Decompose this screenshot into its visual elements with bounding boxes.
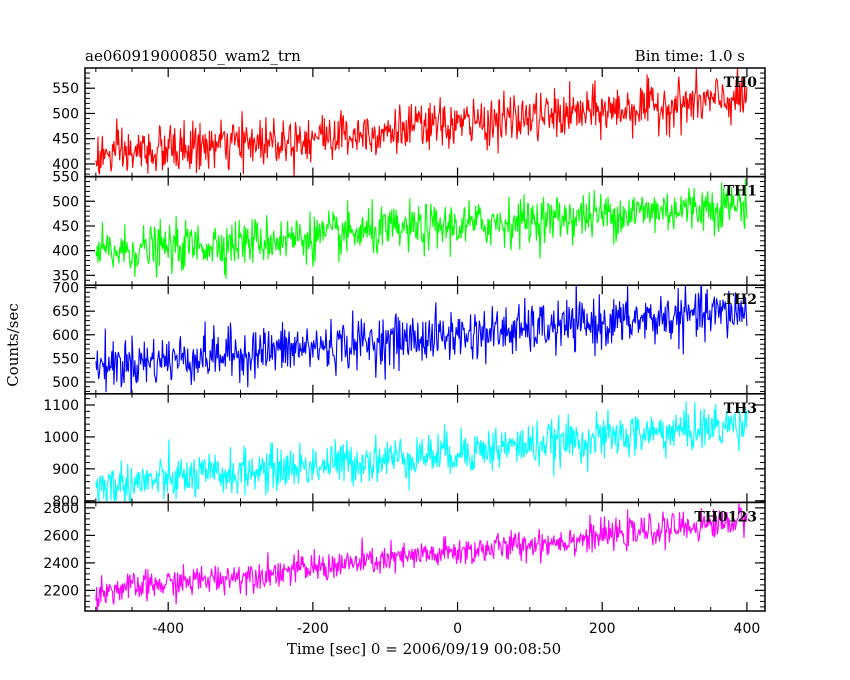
panel-th1: 350 400 450 500 550 TH1 bbox=[52, 170, 766, 286]
panel-label-th0123: TH0123 bbox=[694, 509, 757, 525]
y-tick-label: 800 bbox=[52, 494, 79, 510]
x-axis: -400 -200 0 200 400 bbox=[152, 621, 760, 637]
y-axis-label: Counts/sec bbox=[4, 303, 22, 387]
panel-th2: 500 550 600 650 700 TH2 bbox=[52, 281, 766, 395]
series-line-th0 bbox=[95, 68, 748, 177]
x-tick-label: -200 bbox=[297, 621, 329, 637]
series-line-th1 bbox=[95, 178, 748, 279]
panel-label-th1: TH1 bbox=[724, 184, 757, 200]
x-tick-label: -400 bbox=[152, 621, 184, 637]
panel-label-th0: TH0 bbox=[724, 75, 758, 91]
y-tick-label: 400 bbox=[52, 157, 79, 173]
series-line-th0123 bbox=[95, 503, 748, 611]
panel-th0: 400 450 500 550 TH0 bbox=[52, 67, 766, 178]
x-tick-label: 200 bbox=[589, 621, 616, 637]
panels-group: 400 450 500 550 TH0 350 400 450 500 550 TH1 500 550 6… bbox=[43, 67, 766, 612]
x-axis-label: Time [sec] 0 = 2006/09/19 00:08:50 bbox=[287, 640, 561, 658]
y-tick-label: 500 bbox=[52, 375, 79, 391]
y-tick-label: 650 bbox=[52, 304, 79, 320]
y-tick-label: 700 bbox=[52, 281, 79, 297]
y-tick-label: 1000 bbox=[43, 430, 79, 446]
y-tick-label: 550 bbox=[52, 170, 79, 186]
chart-title: ae060919000850_wam2_trn bbox=[85, 47, 301, 65]
panel-label-th3: TH3 bbox=[724, 401, 757, 417]
y-tick-label: 2600 bbox=[43, 528, 79, 544]
y-tick-label: 500 bbox=[52, 106, 79, 122]
panel-label-th2: TH2 bbox=[724, 292, 757, 308]
panel-th0123: 2200 2400 2600 2800 TH0123 bbox=[43, 501, 766, 612]
y-tick-label: 500 bbox=[52, 194, 79, 210]
x-tick-label: 400 bbox=[734, 621, 761, 637]
y-tick-label: 1100 bbox=[43, 398, 79, 414]
y-tick-label: 400 bbox=[52, 244, 79, 260]
panel-frame bbox=[84, 501, 766, 612]
y-tick-label: 450 bbox=[52, 132, 79, 148]
y-tick-label: 550 bbox=[52, 351, 79, 367]
series-line-th3 bbox=[95, 401, 748, 503]
y-tick-label: 2800 bbox=[43, 501, 79, 517]
y-tick-label: 450 bbox=[52, 219, 79, 235]
series-line-th2 bbox=[95, 285, 748, 394]
y-tick-label: 2200 bbox=[43, 583, 79, 599]
panel-frame bbox=[84, 393, 766, 504]
y-tick-label: 900 bbox=[52, 462, 79, 478]
bin-time-label: Bin time: 1.0 s bbox=[635, 47, 745, 65]
x-tick-label: 0 bbox=[453, 621, 462, 637]
y-tick-label: 600 bbox=[52, 328, 79, 344]
y-tick-label: 550 bbox=[52, 81, 79, 97]
y-tick-label: 2400 bbox=[43, 556, 79, 572]
panel-th3: 800 900 1000 1100 TH3 bbox=[43, 393, 766, 510]
y-tick-label: 350 bbox=[52, 268, 79, 284]
